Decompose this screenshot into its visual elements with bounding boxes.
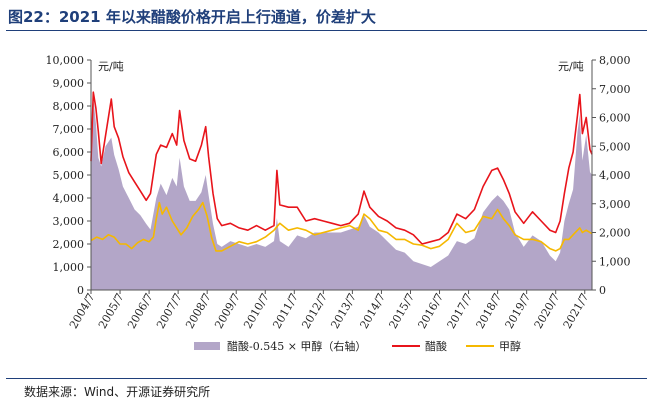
left-tick-label: 0 [77, 284, 84, 297]
x-tick-label: 2010/7 [241, 291, 272, 331]
legend: 醋酸-0.545 × 甲醇（右轴） 醋酸 甲醇 [194, 339, 521, 353]
right-tick-label: 6,000 [599, 112, 631, 125]
x-tick-label: 2016/7 [416, 291, 447, 331]
left-tick-label: 3,000 [53, 215, 85, 228]
x-tick-label: 2014/7 [357, 291, 388, 331]
x-tick-label: 2006/7 [125, 291, 156, 331]
x-tick-label: 2008/7 [183, 291, 214, 331]
right-tick-label: 1,000 [599, 255, 631, 268]
series-area-0 [91, 97, 592, 291]
right-tick-label: 4,000 [599, 169, 631, 182]
right-tick-label: 5,000 [599, 140, 631, 153]
legend-label: 醋酸-0.545 × 甲醇（右轴） [227, 339, 366, 353]
left-tick-label: 2,000 [53, 238, 85, 251]
x-tick-label: 2021/7 [561, 291, 592, 331]
legend-swatch-area [194, 342, 220, 350]
left-axis-unit: 元/吨 [98, 60, 124, 73]
x-tick-label: 2018/7 [474, 291, 505, 331]
x-tick-label: 2017/7 [445, 291, 476, 331]
left-tick-label: 8,000 [53, 100, 85, 113]
title-rule [6, 30, 647, 31]
left-tick-label: 6,000 [53, 146, 85, 159]
left-tick-label: 5,000 [53, 169, 85, 182]
right-tick-label: 8,000 [599, 54, 631, 67]
legend-label: 甲醇 [499, 339, 521, 353]
area-layer [91, 97, 592, 291]
x-tick-label: 2011/7 [270, 291, 301, 331]
series-line-2 [90, 201, 593, 252]
legend-label: 醋酸 [425, 339, 447, 353]
x-tick-label: 2013/7 [328, 291, 359, 331]
left-tick-label: 10,000 [46, 54, 85, 67]
line-layer [90, 91, 593, 252]
x-tick-label: 2005/7 [96, 291, 127, 331]
right-tick-label: 0 [599, 284, 606, 297]
x-tick-label: 2019/7 [503, 291, 534, 331]
x-tick-label: 2007/7 [154, 291, 185, 331]
source-note: 数据来源：Wind、开源证券研究所 [24, 385, 211, 399]
bottom-rule [6, 378, 647, 379]
left-tick-label: 7,000 [53, 123, 85, 136]
x-tick-label: 2015/7 [386, 291, 417, 331]
left-tick-label: 9,000 [53, 77, 85, 90]
series-line-1 [90, 91, 593, 245]
left-tick-label: 4,000 [53, 192, 85, 205]
x-tick-label: 2009/7 [212, 291, 243, 331]
x-tick-label: 2012/7 [299, 291, 330, 331]
right-tick-label: 3,000 [599, 198, 631, 211]
right-tick-label: 7,000 [599, 83, 631, 96]
left-tick-label: 1,000 [53, 261, 85, 274]
right-axis-unit: 元/吨 [558, 60, 584, 73]
x-tick-label: 2004/7 [67, 291, 98, 331]
figure-title: 图22：2021 年以来醋酸价格开启上行通道，价差扩大 [8, 8, 376, 26]
right-tick-label: 2,000 [599, 227, 631, 240]
x-tick-label: 2020/7 [532, 291, 563, 331]
